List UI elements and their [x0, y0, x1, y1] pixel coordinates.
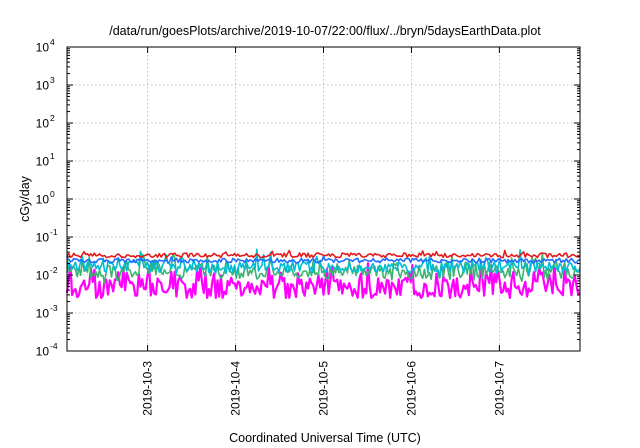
- y-tick-label: 10: [36, 155, 50, 169]
- x-axis-label: Coordinated Universal Time (UTC): [229, 431, 421, 445]
- x-tick-label: 2019-10-4: [229, 361, 243, 416]
- y-tick-label: 10: [36, 117, 50, 131]
- chart-title: /data/run/goesPlots/archive/2019-10-07/2…: [109, 24, 541, 38]
- series-group: [65, 248, 581, 299]
- data-series: [66, 252, 581, 284]
- data-series: [66, 255, 580, 265]
- y-tick-label: 10: [36, 231, 50, 245]
- y-tick-exponent: 2: [50, 113, 55, 123]
- y-tick-exponent: 1: [50, 151, 55, 161]
- y-tick-label: 10: [36, 345, 50, 359]
- y-tick-label: 10: [36, 41, 50, 55]
- y-tick-label: 10: [36, 307, 50, 321]
- x-tick-label: 2019-10-6: [404, 361, 418, 416]
- x-tick-label: 2019-10-7: [492, 361, 506, 416]
- y-axis-label: cGy/day: [18, 175, 32, 222]
- y-tick-label: 10: [36, 269, 50, 283]
- x-tick-label: 2019-10-5: [317, 361, 331, 416]
- y-tick-exponent: -4: [50, 341, 58, 351]
- x-axis-ticks: 2019-10-3 2019-10-4 2019-10-5 2019-10-6 2019…: [141, 47, 506, 416]
- y-tick-exponent: 3: [50, 75, 55, 85]
- y-tick-label: 10: [36, 193, 50, 207]
- y-tick-exponent: -3: [50, 303, 58, 313]
- x-tick-label: 2019-10-3: [141, 361, 155, 416]
- y-tick-exponent: -1: [50, 227, 58, 237]
- y-tick-exponent: 4: [50, 37, 55, 47]
- y-tick-label: 10: [36, 79, 50, 93]
- data-series: [65, 260, 581, 299]
- y-tick-exponent: -2: [50, 265, 58, 275]
- grid: [67, 47, 580, 351]
- y-tick-exponent: 0: [50, 189, 55, 199]
